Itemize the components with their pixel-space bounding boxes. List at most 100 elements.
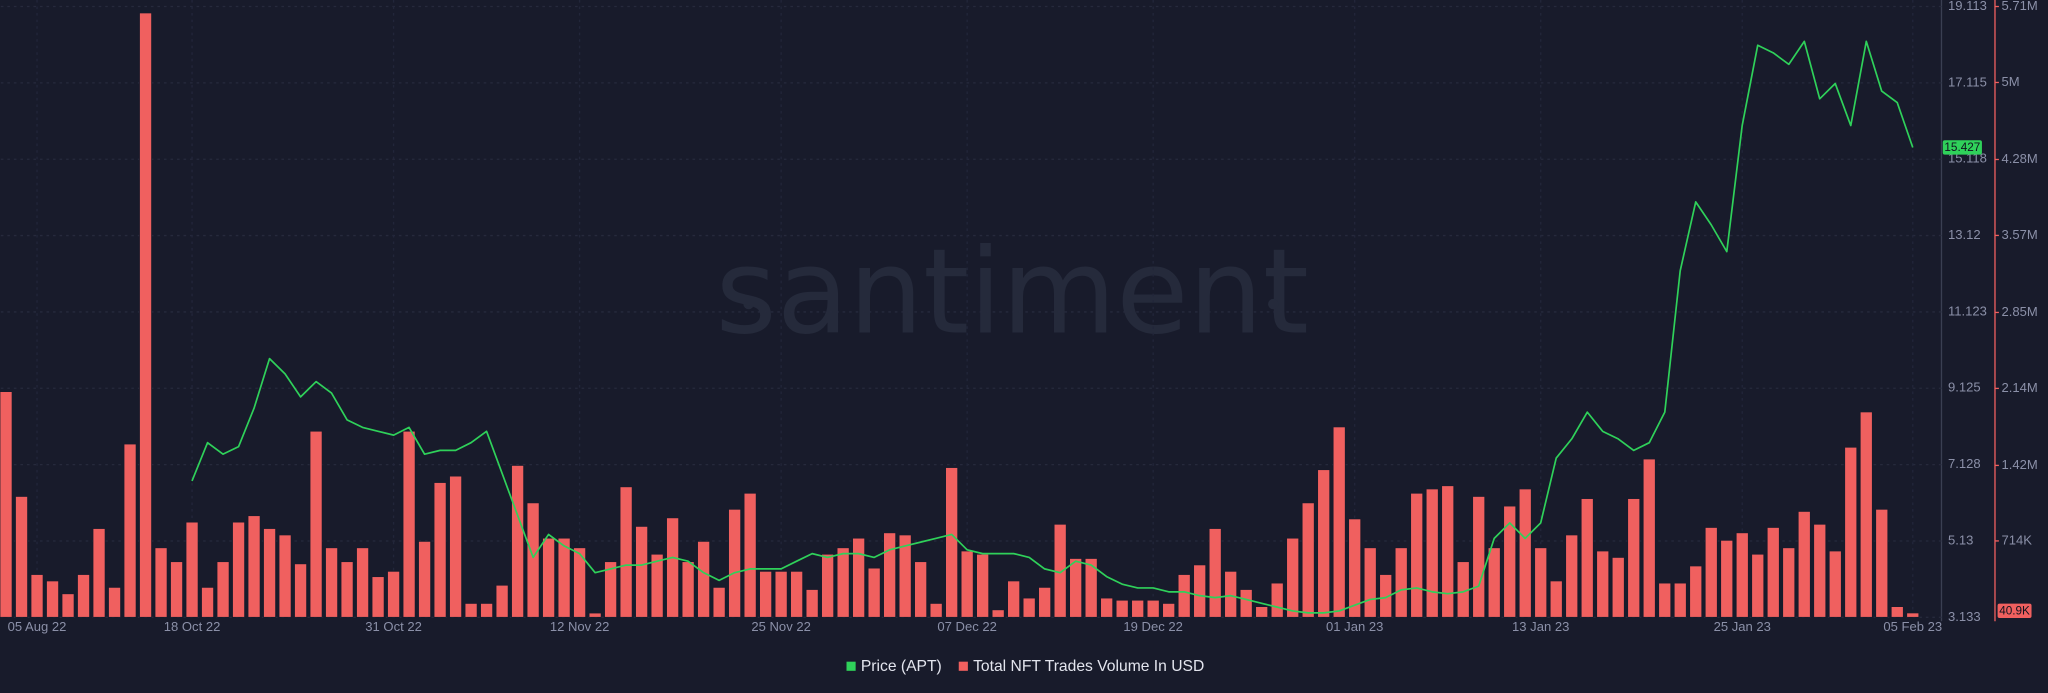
y-tick-label: 17.115	[1948, 74, 1987, 89]
y2-tick-label: 4.28M	[2002, 151, 2038, 166]
y2-tick-label: 3.57M	[2002, 227, 2038, 242]
bar	[1658, 582, 1672, 618]
bar	[945, 467, 959, 618]
bar	[991, 609, 1005, 618]
axes: 3.1335.137.1289.12511.12313.1215.11817.1…	[8, 0, 2038, 634]
bar	[170, 561, 183, 618]
bar	[914, 561, 928, 618]
bar	[1193, 564, 1207, 618]
bar	[201, 586, 214, 618]
bar	[480, 603, 494, 618]
bar	[1487, 547, 1501, 618]
bar	[139, 12, 152, 618]
bar	[1131, 599, 1145, 618]
bar	[805, 589, 819, 618]
bar	[1441, 485, 1455, 618]
y-tick-label: 5.13	[1948, 532, 1973, 547]
bar	[77, 574, 90, 618]
legend-label: Total NFT Trades Volume In USD	[973, 658, 1204, 675]
y-tick-label: 11.123	[1948, 303, 1987, 318]
bar	[619, 486, 633, 618]
price-line	[191, 40, 1914, 614]
y2-tick-label: 1.42M	[2002, 457, 2038, 472]
bar	[759, 570, 773, 618]
lines	[191, 40, 1914, 614]
bar	[1162, 603, 1176, 618]
last-value-label: 15.427	[1944, 141, 1980, 154]
bar	[1177, 574, 1191, 618]
bar	[1828, 550, 1842, 618]
watermark-dot	[1268, 298, 1279, 310]
watermark-text: santiment	[716, 223, 1309, 360]
x-tick-label: 18 Oct 22	[164, 619, 221, 634]
bar	[1022, 597, 1036, 618]
watermark: santiment	[716, 223, 1309, 360]
bar	[960, 550, 974, 618]
y-tick-label: 9.125	[1948, 380, 1981, 395]
bar	[61, 593, 75, 618]
bar	[123, 443, 137, 618]
bar	[1146, 599, 1160, 618]
x-tick-label: 25 Nov 22	[751, 619, 810, 634]
bar	[1751, 553, 1765, 618]
bar	[46, 580, 59, 618]
bar	[650, 553, 664, 618]
bar	[1069, 558, 1083, 618]
bar	[1410, 492, 1424, 618]
bar	[232, 521, 245, 618]
bar	[1766, 527, 1780, 618]
y2-tick-label: 2.14M	[2002, 380, 2038, 395]
bar	[1906, 612, 1920, 618]
bar	[697, 540, 711, 618]
x-tick-label: 31 Oct 22	[365, 619, 422, 634]
y-tick-label: 13.12	[1948, 227, 1981, 242]
bar	[1286, 537, 1300, 618]
bar	[1239, 589, 1253, 618]
x-tick-label: 05 Feb 23	[1883, 619, 1942, 634]
bar	[542, 537, 556, 618]
bar	[1317, 469, 1331, 618]
bar	[356, 547, 370, 618]
bar	[573, 547, 587, 618]
y2-tick-label: 2.85M	[2002, 304, 2038, 319]
bar	[898, 534, 912, 618]
bar	[1611, 557, 1625, 618]
legend-swatch	[958, 661, 968, 671]
x-tick-label: 12 Nov 22	[550, 619, 609, 634]
bar	[712, 586, 726, 618]
bar	[883, 532, 897, 618]
bar	[1890, 606, 1904, 618]
bar	[1301, 502, 1315, 618]
bar	[325, 547, 339, 618]
bar	[1224, 570, 1238, 618]
bar	[1115, 599, 1129, 618]
bar	[495, 584, 509, 618]
bar	[1642, 458, 1656, 618]
x-tick-label: 19 Dec 22	[1123, 619, 1182, 634]
last-value-badge	[1997, 603, 2032, 618]
bar	[1565, 534, 1579, 618]
bar	[0, 391, 13, 618]
x-tick-label: 13 Jan 23	[1512, 619, 1569, 634]
bar	[1673, 582, 1687, 618]
bar	[294, 563, 308, 618]
bar	[278, 534, 292, 618]
bar	[433, 482, 447, 618]
y2-tick-label: 5M	[2002, 74, 2020, 89]
bar	[15, 496, 28, 618]
bar	[1425, 488, 1439, 618]
watermark-dot	[743, 298, 754, 310]
x-tick-label: 25 Jan 23	[1714, 619, 1771, 634]
bar	[526, 502, 540, 618]
bar	[1797, 511, 1811, 618]
bar	[92, 528, 106, 618]
bar	[728, 508, 742, 618]
bar	[30, 574, 44, 618]
bar	[309, 430, 323, 618]
bar	[1332, 426, 1346, 618]
bar	[1007, 580, 1021, 618]
y2-tick-label: 5.71M	[2002, 0, 2038, 13]
bar	[867, 567, 881, 618]
